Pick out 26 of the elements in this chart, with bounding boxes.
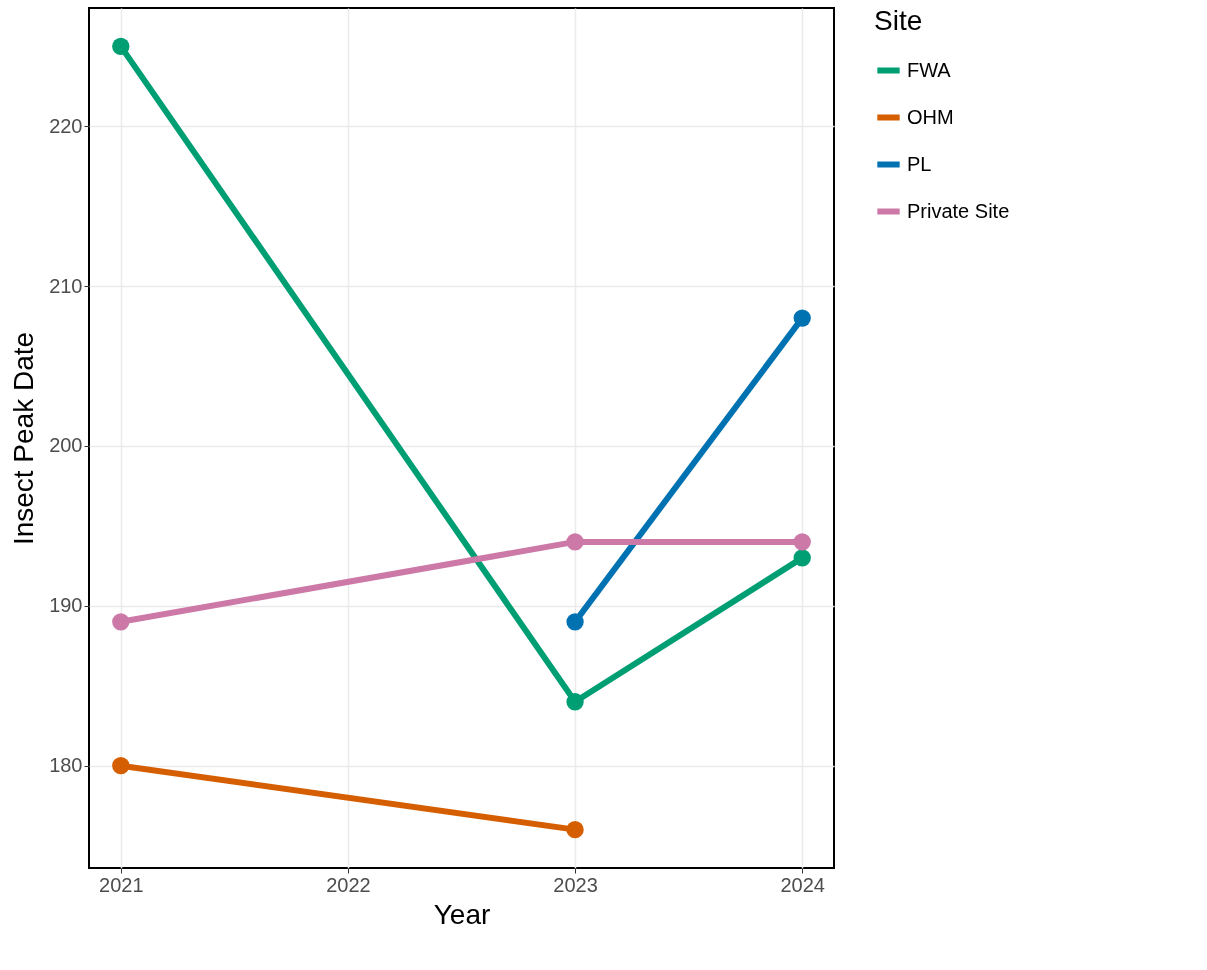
point — [566, 533, 584, 551]
y-tick-label: 190 — [49, 594, 83, 617]
legend-title: Site — [874, 5, 923, 36]
point — [793, 549, 811, 567]
point — [112, 613, 130, 631]
point — [112, 37, 130, 56]
x-tick-label: 2022 — [326, 873, 371, 896]
x-tick-label: 2024 — [780, 873, 825, 896]
point — [793, 309, 811, 327]
point — [112, 757, 130, 775]
point — [793, 533, 811, 551]
y-axis-title: Insect Peak Date — [8, 331, 40, 546]
legend-label: OHM — [907, 105, 954, 128]
point — [566, 693, 584, 711]
y-tick-label: 220 — [49, 114, 83, 137]
x-tick-label: 2021 — [99, 873, 144, 896]
y-tick-label: 200 — [49, 434, 83, 457]
legend-label: Private Site — [907, 199, 1010, 222]
y-tick-label: 180 — [49, 754, 83, 777]
y-tick-label: 210 — [49, 274, 83, 297]
point — [566, 613, 584, 631]
x-axis-title: Year — [433, 898, 491, 930]
point — [566, 820, 584, 839]
legend-label: PL — [907, 152, 932, 175]
x-tick-label: 2023 — [553, 873, 598, 896]
legend-label: FWA — [907, 58, 952, 81]
